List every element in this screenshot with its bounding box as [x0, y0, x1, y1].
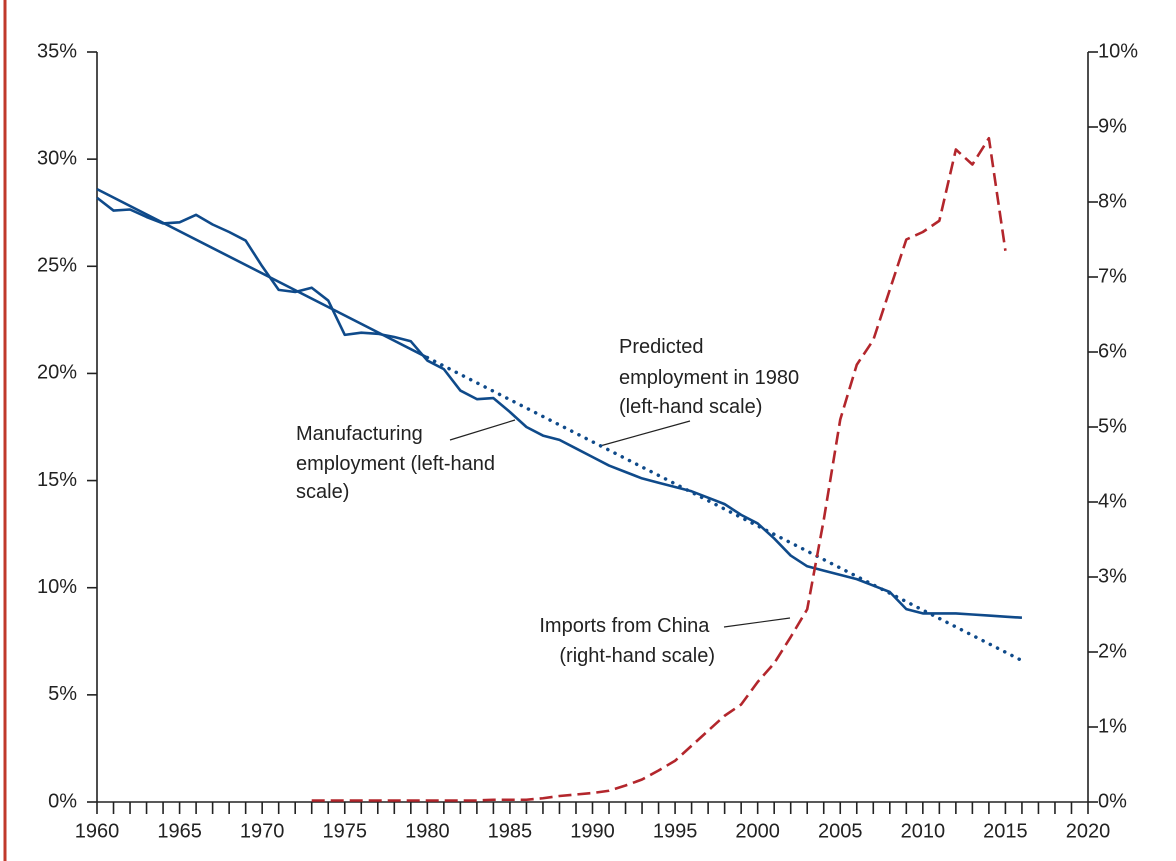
x-tick-label: 2000	[735, 820, 780, 842]
x-tick-label: 1960	[75, 820, 120, 842]
x-tick-label: 2015	[983, 820, 1028, 842]
y2-tick-label: 10%	[1098, 40, 1138, 62]
y-tick-label: 15%	[37, 469, 77, 491]
y2-tick-label: 8%	[1098, 190, 1127, 212]
series-line	[311, 136, 1007, 802]
annotation-line: (right-hand scale)	[559, 645, 715, 667]
y-tick-label: 10%	[37, 576, 77, 598]
y-tick-label: 5%	[48, 683, 77, 705]
leader-line	[449, 419, 516, 441]
x-tick-label: 2010	[901, 820, 946, 842]
x-tick-label: 1965	[157, 820, 202, 842]
y-tick-label: 25%	[37, 255, 77, 277]
y2-tick-label: 1%	[1098, 715, 1127, 737]
y2-tick-label: 5%	[1098, 415, 1127, 437]
x-tick-label: 1975	[323, 820, 368, 842]
x-tick-label: 1995	[653, 820, 698, 842]
annotation-line: (left-hand scale)	[619, 396, 762, 418]
y-tick-label: 0%	[48, 790, 77, 812]
annotation: Imports from China (right-hand scale)	[539, 615, 715, 667]
annotation: Predicted employment in 1980 (left-hand …	[619, 336, 805, 418]
y2-tick-label: 2%	[1098, 640, 1127, 662]
x-tick-label: 1970	[240, 820, 285, 842]
y2-tick-label: 6%	[1098, 340, 1127, 362]
annotation: Manufacturing employment (left-hand scal…	[296, 423, 501, 503]
leader-line	[723, 617, 791, 628]
y-tick-label: 35%	[37, 40, 77, 62]
x-tick-label: 1985	[488, 820, 533, 842]
annotation-line: Predicted	[619, 336, 704, 358]
y2-tick-label: 0%	[1098, 790, 1127, 812]
x-tick-label: 1990	[570, 820, 615, 842]
annotation-line: employment (left-hand	[296, 453, 495, 475]
y-tick-label: 30%	[37, 147, 77, 169]
series-line	[96, 187, 428, 359]
y-tick-label: 20%	[37, 362, 77, 384]
y2-tick-label: 3%	[1098, 565, 1127, 587]
x-tick-label: 2020	[1066, 820, 1111, 842]
x-tick-label: 1980	[405, 820, 450, 842]
series-line	[425, 355, 1024, 663]
annotation-line: employment in 1980	[619, 367, 799, 389]
y2-tick-label: 9%	[1098, 115, 1127, 137]
annotation-line: Imports from China	[539, 615, 710, 637]
annotation-line: scale)	[296, 481, 349, 503]
y2-tick-label: 4%	[1098, 490, 1127, 512]
x-tick-label: 2005	[818, 820, 863, 842]
annotation-line: Manufacturing	[296, 423, 423, 445]
y2-tick-label: 7%	[1098, 265, 1127, 287]
leader-line	[599, 420, 691, 447]
